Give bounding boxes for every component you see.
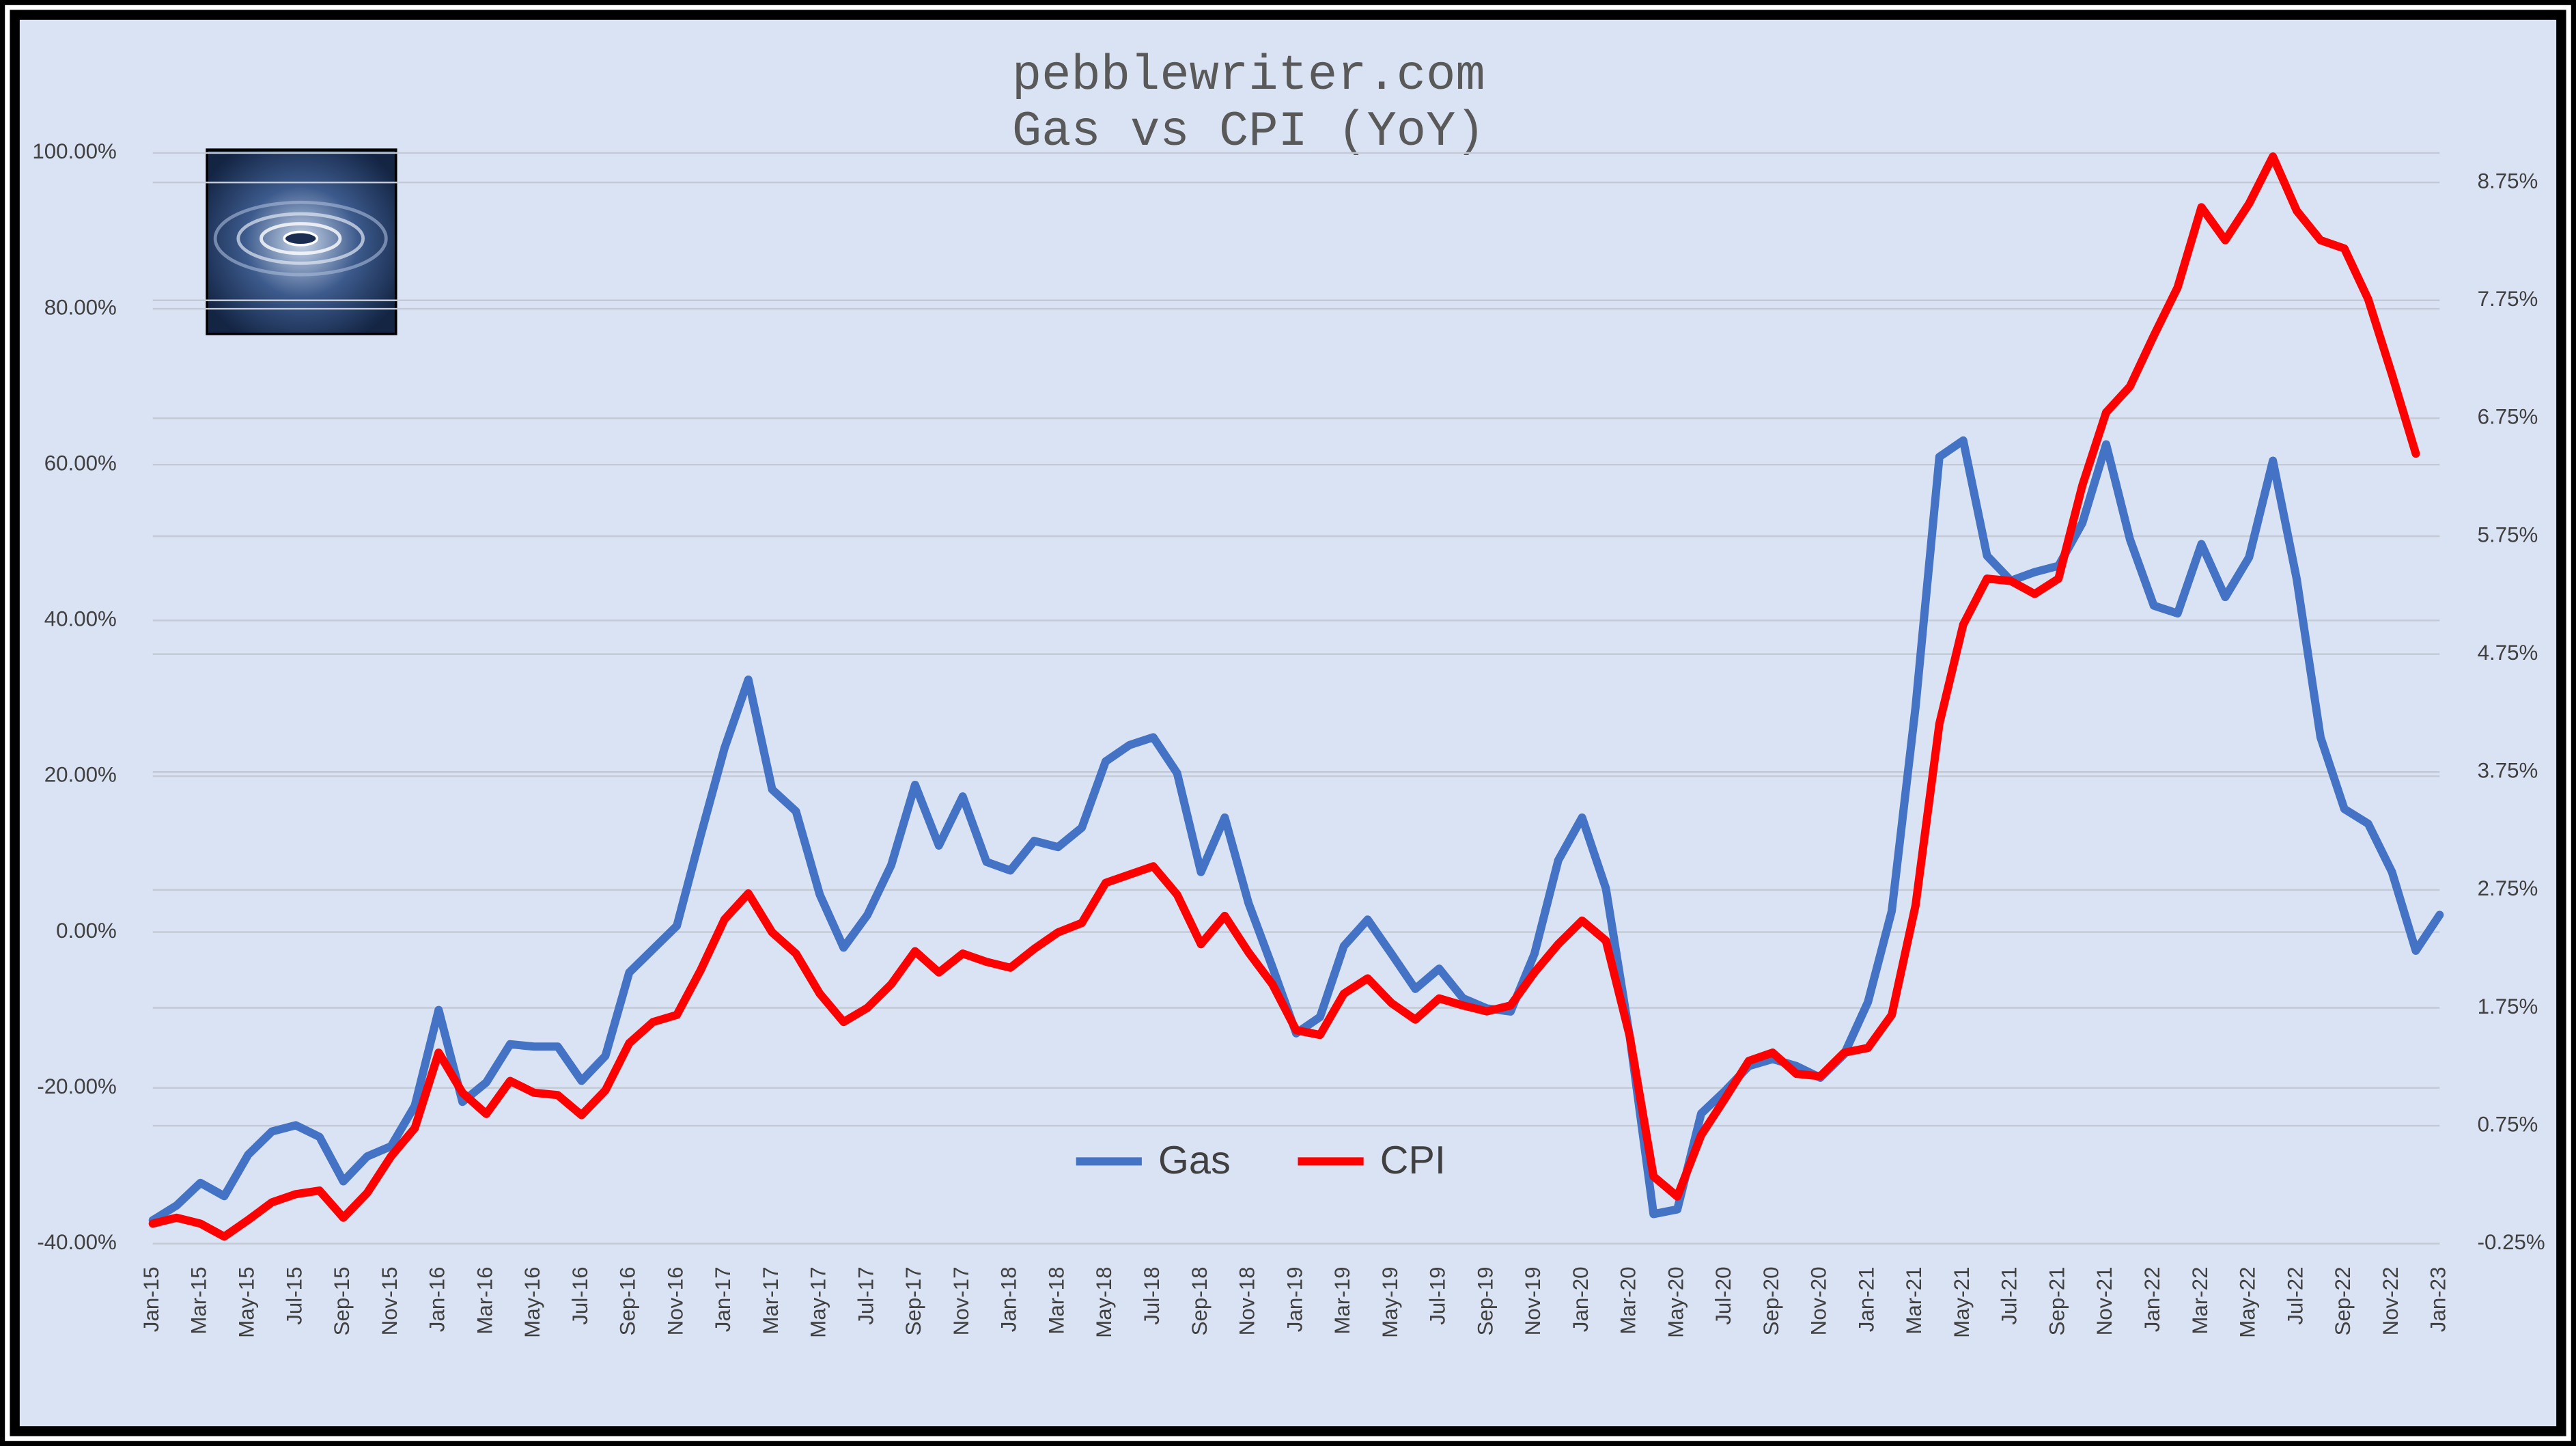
x-tick-label: Mar-15 xyxy=(187,1266,211,1334)
x-tick-label: Mar-22 xyxy=(2188,1266,2212,1334)
logo xyxy=(206,148,397,335)
x-tick-label: May-18 xyxy=(1092,1266,1116,1337)
site-name: pebblewriter.com xyxy=(1012,48,1485,104)
y2-tick-label: 7.75% xyxy=(2478,287,2538,311)
x-tick-label: Jul-19 xyxy=(1426,1266,1450,1324)
x-tick-label: Jan-20 xyxy=(1569,1266,1593,1332)
y2-tick-label: -0.25% xyxy=(2478,1230,2545,1254)
x-tick-label: Sep-17 xyxy=(901,1266,925,1335)
x-tick-label: Jan-16 xyxy=(425,1266,449,1332)
x-tick-label: May-22 xyxy=(2236,1266,2260,1337)
x-tick-label: May-20 xyxy=(1664,1266,1688,1337)
legend: Gas CPI xyxy=(1076,1139,1446,1182)
y-tick-label: 80.00% xyxy=(44,295,117,319)
x-tick-label: Sep-15 xyxy=(330,1266,354,1335)
x-tick-label: Jan-19 xyxy=(1283,1266,1306,1332)
chart-title: Gas vs CPI (YoY) xyxy=(1012,104,1485,160)
x-tick-label: Jan-22 xyxy=(2140,1266,2164,1332)
y2-tick-label: 3.75% xyxy=(2478,759,2538,783)
x-tick-label: Nov-17 xyxy=(949,1266,973,1335)
y2-tick-label: 4.75% xyxy=(2478,641,2538,665)
legend-label: Gas xyxy=(1158,1139,1231,1182)
y-tick-label: 40.00% xyxy=(44,607,117,631)
x-tick-label: Nov-16 xyxy=(663,1266,687,1335)
x-tick-label: May-15 xyxy=(235,1266,259,1337)
y-tick-label: 100.00% xyxy=(32,139,116,163)
legend-label: CPI xyxy=(1380,1139,1446,1182)
x-tick-label: Mar-19 xyxy=(1330,1266,1354,1334)
x-tick-label: May-19 xyxy=(1378,1266,1402,1337)
y-tick-label: 20.00% xyxy=(44,763,117,787)
x-tick-label: Mar-21 xyxy=(1902,1266,1926,1334)
x-tick-label: Sep-21 xyxy=(2045,1266,2069,1335)
x-tick-label: Nov-20 xyxy=(1807,1266,1831,1335)
x-tick-label: Mar-20 xyxy=(1616,1266,1640,1334)
x-tick-label: Jul-20 xyxy=(1711,1266,1735,1324)
x-tick-label: May-17 xyxy=(807,1266,830,1337)
x-tick-label: Jul-18 xyxy=(1140,1266,1164,1324)
y-tick-label: 0.00% xyxy=(56,919,117,943)
x-tick-label: Jan-15 xyxy=(139,1266,163,1332)
grid xyxy=(152,152,2440,1245)
x-tick-label: Mar-18 xyxy=(1044,1266,1068,1334)
axes: -40.00% -20.00% 0.00% 20.00% 40.00% 60.00% 80.… xyxy=(32,139,2545,1338)
y2-tick-label: 8.75% xyxy=(2478,169,2538,193)
x-tick-label: Nov-19 xyxy=(1521,1266,1545,1335)
x-tick-label: Mar-17 xyxy=(759,1266,783,1334)
x-tick-label: Nov-18 xyxy=(1235,1266,1259,1335)
x-tick-label: Jul-17 xyxy=(854,1266,878,1324)
y2-tick-label: 6.75% xyxy=(2478,405,2538,429)
x-tick-label: Nov-21 xyxy=(2092,1266,2116,1335)
x-tick-label: Sep-20 xyxy=(1759,1266,1783,1335)
series-line xyxy=(148,152,2420,1241)
x-tick-label: Sep-18 xyxy=(1188,1266,1212,1335)
x-tick-label: May-21 xyxy=(1950,1266,1974,1337)
y2-tick-label: 1.75% xyxy=(2478,995,2538,1018)
x-tick-label: Nov-15 xyxy=(378,1266,402,1335)
lines xyxy=(148,152,2444,1241)
x-tick-label: Jul-15 xyxy=(282,1266,306,1324)
x-tick-label: Nov-22 xyxy=(2379,1266,2403,1335)
x-tick-label: Sep-22 xyxy=(2331,1266,2355,1335)
y2-tick-label: 5.75% xyxy=(2478,523,2538,546)
y2-tick-label: 0.75% xyxy=(2478,1112,2538,1136)
x-tick-label: Jan-18 xyxy=(997,1266,1021,1332)
x-tick-label: Jul-16 xyxy=(568,1266,592,1324)
y-tick-label: 60.00% xyxy=(44,451,117,475)
x-tick-label: Jan-21 xyxy=(1854,1266,1878,1332)
x-tick-label: Sep-16 xyxy=(616,1266,640,1335)
x-tick-label: Jan-23 xyxy=(2426,1266,2450,1332)
x-tick-label: Mar-16 xyxy=(473,1266,496,1334)
y-tick-label: -40.00% xyxy=(37,1230,116,1254)
y-tick-label: -20.00% xyxy=(37,1074,116,1098)
x-tick-label: Jul-21 xyxy=(1998,1266,2021,1324)
x-tick-label: Jan-17 xyxy=(711,1266,735,1332)
x-tick-label: May-16 xyxy=(520,1266,544,1337)
x-tick-label: Sep-19 xyxy=(1473,1266,1497,1335)
plot-background xyxy=(10,10,2566,1436)
x-tick-label: Jul-22 xyxy=(2283,1266,2307,1324)
y2-tick-label: 2.75% xyxy=(2478,876,2538,900)
